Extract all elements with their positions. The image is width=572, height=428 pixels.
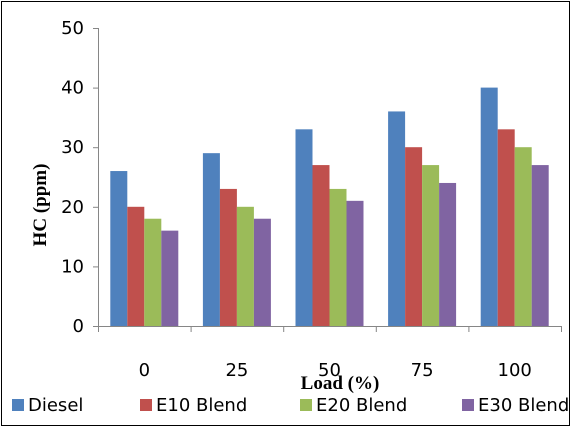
legend-swatch xyxy=(462,399,474,411)
bar-e20-blend xyxy=(144,218,162,326)
bar-diesel xyxy=(110,171,128,326)
bar-e20-blend xyxy=(422,165,440,326)
x-tick-label: 75 xyxy=(411,360,434,381)
legend-swatch xyxy=(12,399,24,411)
bar-e10-blend xyxy=(219,188,237,326)
legend-label: E20 Blend xyxy=(316,395,407,416)
bar-e10-blend xyxy=(497,129,515,326)
bar-e10-blend xyxy=(405,147,423,326)
y-tick-label: 50 xyxy=(61,18,84,39)
bar-e20-blend xyxy=(514,147,532,326)
bar-e20-blend xyxy=(236,206,254,326)
x-axis-ticks: 0 25 50 75 100 xyxy=(98,326,562,381)
bar-diesel xyxy=(295,129,313,326)
y-tick-label: 40 xyxy=(61,78,84,99)
x-axis-title: Load (%) xyxy=(301,373,380,394)
legend: Diesel E10 Blend E20 Blend E30 Blend xyxy=(12,395,569,416)
bar-diesel xyxy=(480,87,498,326)
y-tick-label: 10 xyxy=(61,256,84,277)
bar-e30-blend xyxy=(161,230,179,326)
x-tick-label: 25 xyxy=(225,360,248,381)
bar-e20-blend xyxy=(329,188,347,326)
y-tick-label: 30 xyxy=(61,137,84,158)
y-axis-ticks: 0 10 20 30 40 50 xyxy=(61,18,98,337)
bar-e30-blend xyxy=(531,165,549,326)
x-tick-label: 50 xyxy=(318,360,341,381)
x-tick-label: 0 xyxy=(139,360,150,381)
legend-swatch xyxy=(300,399,312,411)
bar-e30-blend xyxy=(346,200,364,326)
bar-e10-blend xyxy=(127,206,145,326)
legend-label: E30 Blend xyxy=(478,395,569,416)
bar-e30-blend xyxy=(253,218,271,326)
legend-label: Diesel xyxy=(28,395,83,416)
y-axis-title: HC (ppm) xyxy=(30,164,51,247)
legend-label: E10 Blend xyxy=(156,395,247,416)
bar-diesel xyxy=(202,153,220,326)
bar-diesel xyxy=(388,111,406,326)
y-tick-label: 0 xyxy=(73,316,84,337)
legend-swatch xyxy=(140,399,152,411)
y-tick-label: 20 xyxy=(61,197,84,218)
bar-e30-blend xyxy=(439,182,457,326)
bar-e10-blend xyxy=(312,165,330,326)
x-tick-label: 100 xyxy=(498,360,532,381)
bars xyxy=(110,87,549,326)
